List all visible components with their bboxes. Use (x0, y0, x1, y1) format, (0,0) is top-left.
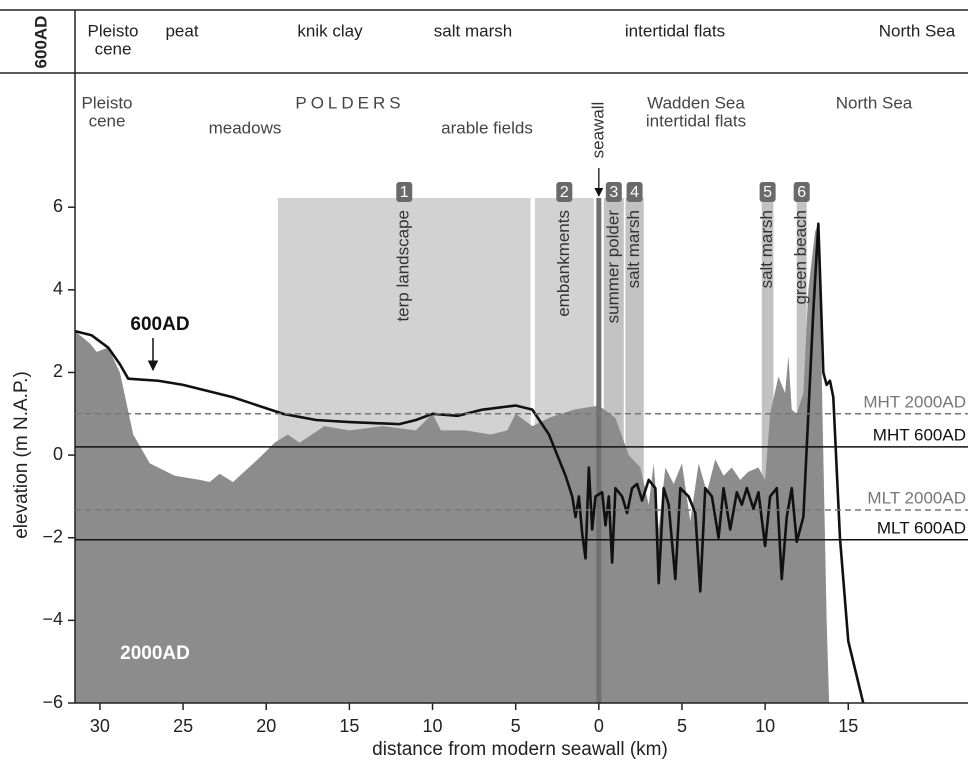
y-tick-label: 4 (53, 279, 63, 299)
y-axis-label: elevation (m N.A.P.) (11, 371, 32, 539)
x-tick-label: 25 (173, 716, 193, 736)
zone-number: 3 (609, 184, 618, 201)
y-tick-label: −6 (42, 692, 63, 712)
y-tick-label: 0 (53, 444, 63, 464)
region-label: North Sea (836, 93, 913, 112)
reference-label: MLT 600AD (877, 518, 966, 537)
band-label: peat (165, 21, 198, 40)
x-tick-label: 15 (339, 716, 359, 736)
zone-label: green beach (791, 210, 810, 305)
band-title: 600AD (31, 16, 50, 69)
band-label: cene (95, 39, 132, 58)
x-tick-label: 0 (594, 716, 604, 736)
region-label: Pleisto (81, 93, 132, 112)
x-tick-label: 10 (755, 716, 775, 736)
y-tick-label: −2 (42, 526, 63, 546)
zone-label: embankments (554, 210, 573, 317)
zone-label: salt marsh (757, 210, 776, 288)
region-label: intertidal flats (646, 111, 746, 130)
zone-label: summer polder (603, 210, 622, 324)
band-label: knik clay (297, 21, 363, 40)
band-label: Pleisto (87, 21, 138, 40)
y-tick-label: 2 (53, 361, 63, 381)
seawall-label: seawall (588, 102, 607, 159)
plot-background (75, 198, 829, 703)
region-label: POLDERS (295, 93, 404, 112)
chart: 600AD distance from modern seawall (km) … (0, 0, 968, 762)
series-annotation: 600AD (130, 314, 189, 335)
band-label: North Sea (879, 21, 956, 40)
zone-number: 2 (560, 184, 569, 201)
zone-number: 4 (630, 184, 639, 201)
band-label: intertidal flats (625, 21, 725, 40)
x-tick-label: 10 (423, 716, 443, 736)
region-label: cene (89, 111, 126, 130)
band-label: salt marsh (434, 21, 512, 40)
zone-number: 5 (763, 184, 772, 201)
reference-label: MHT 2000AD (863, 392, 966, 411)
y-tick-label: −4 (42, 609, 63, 629)
x-tick-label: 15 (838, 716, 858, 736)
x-tick-label: 20 (256, 716, 276, 736)
region-label: Wadden Sea (647, 93, 745, 112)
x-tick-label: 30 (90, 716, 110, 736)
zone-label: terp landscape (394, 210, 413, 322)
reference-label: MHT 600AD (873, 425, 966, 444)
zone-number: 6 (797, 184, 806, 201)
reference-label: MLT 2000AD (867, 489, 966, 508)
x-axis-label: distance from modern seawall (km) (372, 739, 668, 760)
series-annotation: 2000AD (120, 643, 190, 664)
x-tick-label: 5 (511, 716, 521, 736)
zone-label: salt marsh (624, 210, 643, 288)
x-tick-label: 5 (677, 716, 687, 736)
zone-number: 1 (400, 184, 409, 201)
region-label: meadows (209, 118, 282, 137)
y-tick-label: 6 (53, 196, 63, 216)
region-label: arable fields (441, 118, 533, 137)
